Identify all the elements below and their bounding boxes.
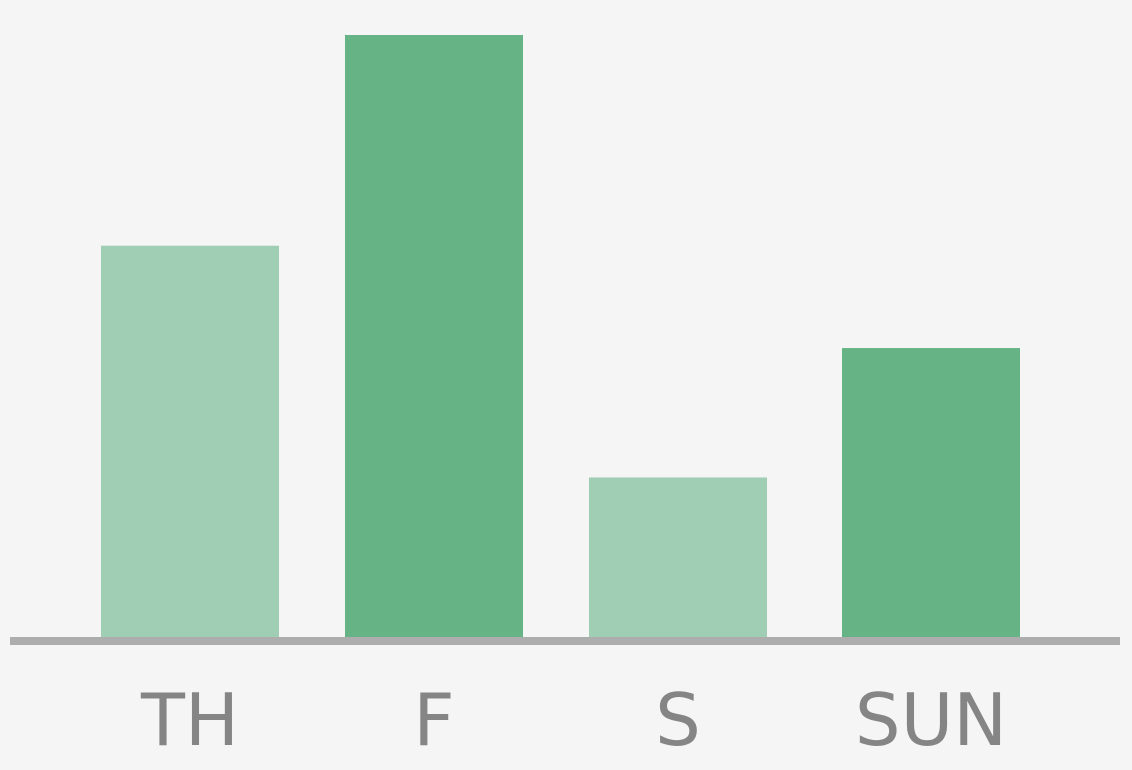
bar-f <box>345 35 523 637</box>
bar-sun <box>842 348 1020 637</box>
bars-group <box>101 35 1020 637</box>
bar-s <box>589 477 767 637</box>
x-tick-label-th: TH <box>140 678 239 762</box>
x-tick-label-sun: SUN <box>855 678 1007 762</box>
x-tick-label-s: S <box>655 678 701 762</box>
bar-th <box>101 245 279 637</box>
x-tick-labels: TH F S SUN <box>140 678 1007 762</box>
x-tick-label-f: F <box>413 678 454 762</box>
